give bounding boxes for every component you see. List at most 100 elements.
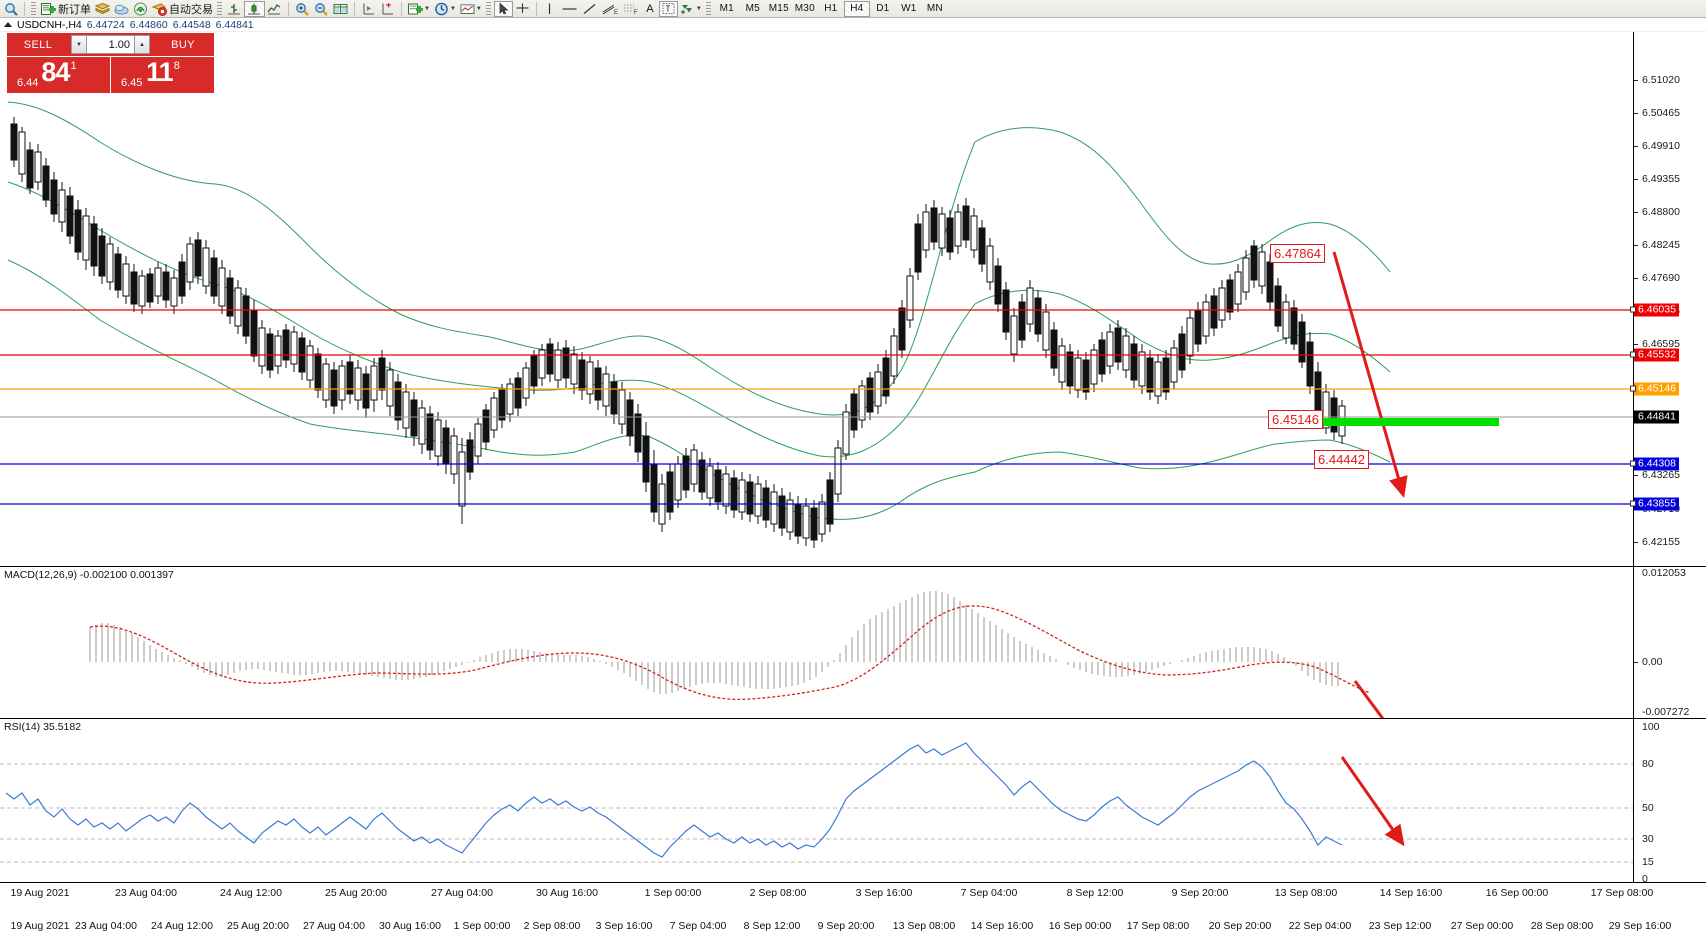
rsi-pane[interactable]: RSI(14) 35.5182 [0, 718, 1706, 885]
time-tick-label: 14 Sep 16:00 [1379, 887, 1443, 899]
tag-low-target[interactable]: 6.44442 [1314, 450, 1369, 469]
grid-icon[interactable] [331, 1, 350, 17]
chart-shift-icon[interactable] [378, 1, 397, 17]
level-badge-support-2[interactable]: 6.43855 [1630, 497, 1679, 511]
vertical-line-tool-icon[interactable] [541, 1, 559, 17]
time-tick-label: 19 Aug 2021 [10, 920, 70, 932]
macd-plot[interactable] [0, 567, 1633, 718]
macd-tick-label: 0.00 [1642, 656, 1663, 668]
sell-price-cell[interactable]: 6.44 84 1 [7, 57, 110, 93]
macd-title: MACD(12,26,9) -0.002100 0.001397 [4, 569, 174, 581]
line-chart-icon[interactable] [265, 1, 284, 17]
equidistant-channel-tool-icon[interactable]: E [599, 1, 620, 17]
chevron-down-icon[interactable]: ▼ [475, 5, 482, 12]
volume-control[interactable]: ▼ 1.00 ▲ [69, 33, 152, 56]
price-tick [1633, 113, 1638, 114]
timeframe-m5[interactable]: M5 [740, 1, 766, 17]
time-tick-label: 1 Sep 00:00 [644, 887, 702, 899]
chevron-down-icon[interactable]: ▼ [424, 5, 430, 12]
timeframe-w1[interactable]: W1 [896, 1, 922, 17]
toolbar-grip-2[interactable] [217, 1, 222, 16]
timeframe-mn[interactable]: MN [922, 1, 948, 17]
one-click-trading-panel[interactable]: SELL ▼ 1.00 ▲ BUY 6.44 84 1 6.45 11 8 [7, 33, 214, 93]
time-tick-label: 24 Aug 12:00 [220, 887, 282, 899]
macd-down-arrow[interactable] [0, 567, 1633, 718]
timeframe-m30[interactable]: M30 [792, 1, 818, 17]
signals-icon[interactable] [131, 1, 150, 17]
trade-panel-prices[interactable]: 6.44 84 1 6.45 11 8 [7, 57, 214, 93]
level-badge-support-1[interactable]: 6.44308 [1630, 457, 1679, 471]
level-handle-icon[interactable] [1630, 351, 1636, 358]
buy-button[interactable]: BUY [152, 33, 214, 56]
sell-price-main: 84 [41, 57, 70, 87]
rsi-down-arrow[interactable] [0, 719, 1633, 882]
timeframe-h1[interactable]: H1 [818, 1, 844, 17]
chart-area[interactable]: 6.51020 6.50465 6.49910 6.49355 6.48800 … [0, 32, 1706, 920]
horizontal-line-tool-icon[interactable] [559, 1, 580, 17]
toolbar-grip-4[interactable] [705, 1, 711, 16]
cursor-tool-icon[interactable] [493, 0, 513, 17]
level-handle-icon[interactable] [1630, 500, 1636, 507]
auto-trading-button[interactable]: 自动交易 [150, 1, 215, 17]
zoom-in-icon[interactable] [293, 1, 312, 17]
level-handle-icon[interactable] [1630, 385, 1636, 392]
toolbar-grip-3[interactable] [485, 1, 491, 16]
time-tick-label: 2 Sep 08:00 [749, 887, 807, 899]
timeframe-m1[interactable]: M1 [714, 1, 740, 17]
timeframe-m15[interactable]: M15 [766, 1, 792, 17]
tag-high-target[interactable]: 6.47864 [1270, 244, 1325, 263]
period-clock-icon[interactable]: ▼ [432, 1, 458, 17]
new-order-button[interactable]: 新订单 [39, 1, 93, 17]
chevron-down-icon[interactable]: ▼ [449, 5, 456, 12]
data-center-icon[interactable] [112, 1, 131, 17]
level-handle-icon[interactable] [1630, 460, 1636, 467]
price-tick-label: 6.48800 [1642, 206, 1680, 218]
time-tick-label: 3 Sep 16:00 [595, 920, 653, 932]
price-down-arrow[interactable] [0, 32, 1633, 566]
tag-mid-level[interactable]: 6.45146 [1268, 410, 1323, 429]
chevron-down-icon[interactable]: ▼ [695, 5, 702, 12]
support-zone-highlight[interactable] [1294, 418, 1499, 426]
crosshair-tool-icon[interactable] [513, 1, 532, 17]
level-badge-text: 6.44841 [1638, 410, 1676, 423]
price-tick-label: 6.51020 [1642, 74, 1680, 86]
time-tick-label: 9 Sep 20:00 [817, 920, 875, 932]
level-handle-icon[interactable] [1630, 306, 1636, 313]
history-book-icon[interactable] [93, 1, 112, 17]
toolbar-grip[interactable] [31, 1, 36, 16]
volume-input[interactable]: 1.00 [87, 35, 134, 54]
trendline-tool-icon[interactable] [580, 1, 599, 17]
price-tick [1633, 475, 1638, 476]
level-badge-resistance-1[interactable]: 6.45532 [1630, 348, 1679, 362]
sell-button[interactable]: SELL [7, 33, 69, 56]
volume-dropdown-icon[interactable]: ▼ [71, 35, 87, 54]
macd-pane[interactable]: MACD(12,26,9) -0.002100 0.001397 [0, 566, 1706, 718]
time-tick-label: 24 Aug 12:00 [151, 920, 213, 932]
timeframe-h4[interactable]: H4 [843, 0, 870, 17]
auto-scroll-icon[interactable] [359, 1, 378, 17]
price-plot[interactable] [0, 32, 1633, 566]
main-toolbar[interactable]: 新订单 自动交易 [0, 0, 1706, 18]
zoom-magnifier-icon[interactable] [2, 1, 20, 17]
buy-price-cell[interactable]: 6.45 11 8 [111, 57, 214, 93]
collapse-triangle-icon[interactable] [4, 22, 12, 27]
zoom-out-icon[interactable] [312, 1, 331, 17]
volume-up-icon[interactable]: ▲ [134, 35, 150, 54]
fibonacci-tool-icon[interactable]: F [620, 1, 641, 17]
templates-icon[interactable]: ▼ [458, 1, 484, 17]
level-badge-resistance-2[interactable]: 6.46035 [1630, 303, 1679, 317]
trade-panel-header[interactable]: SELL ▼ 1.00 ▲ BUY [7, 33, 214, 56]
label-tool-icon[interactable]: T [658, 0, 678, 17]
time-tick-label: 25 Aug 20:00 [227, 920, 289, 932]
timeframe-d1[interactable]: D1 [870, 1, 896, 17]
rsi-plot[interactable] [0, 719, 1633, 882]
time-axis[interactable]: 19 Aug 2021 23 Aug 04:00 24 Aug 12:00 25… [0, 882, 1706, 920]
indicators-add-icon[interactable]: ▼ [406, 1, 432, 17]
arrows-tool-icon[interactable]: ▼ [678, 1, 704, 17]
price-pane[interactable]: 6.51020 6.50465 6.49910 6.49355 6.48800 … [0, 32, 1706, 566]
bar-chart-icon[interactable] [225, 1, 244, 17]
candlestick-chart-icon[interactable] [244, 0, 265, 17]
level-badge-pivot[interactable]: 6.45146 [1630, 382, 1679, 396]
price-tick [1633, 278, 1638, 279]
text-tool-icon[interactable]: A [646, 2, 654, 15]
